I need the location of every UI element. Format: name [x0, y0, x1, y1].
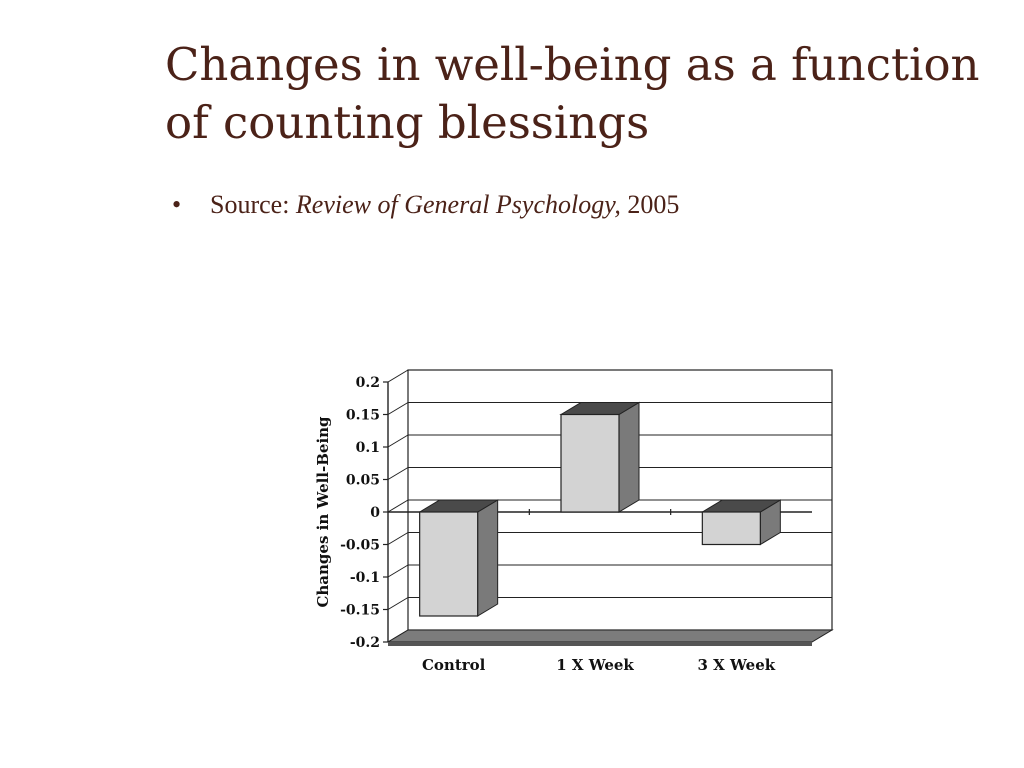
source-year: 2005 — [620, 190, 680, 219]
y-tick-label: -0.15 — [340, 603, 380, 619]
gridline-side — [387, 499, 409, 513]
gridline-side — [387, 532, 409, 545]
bar — [419, 511, 479, 617]
bar-chart: 0.2 0.15 0.1 0.05 0 -0.05 -0.1 -0.15 -0.2 Control… — [314, 369, 834, 674]
y-tick-label: 0.05 — [346, 473, 380, 489]
y-tick-label: -0.05 — [340, 538, 380, 554]
gridline-side — [387, 597, 409, 610]
y-tick-label: 0.2 — [356, 375, 380, 391]
source-journal: Review of General Psychology, — [295, 190, 621, 219]
slide-title: Changes in well-being as a function of c… — [165, 38, 980, 149]
y-tick-label: 0.15 — [346, 408, 380, 424]
gridline-side — [387, 434, 409, 448]
y-tick-label: -0.1 — [350, 570, 380, 586]
y-tick-label: 0.1 — [356, 440, 380, 456]
gridline-side — [387, 402, 409, 415]
gridline-side — [387, 467, 409, 480]
bar-side — [477, 499, 499, 617]
y-tick-label: 0 — [370, 505, 380, 521]
x-tick-label: Control — [422, 656, 486, 674]
bar — [701, 511, 761, 546]
gridline-side — [387, 564, 409, 578]
source-prefix: Source: — [210, 190, 296, 219]
source-bullet: • Source: Review of General Psychology, 2… — [172, 190, 679, 220]
gridline-side — [387, 369, 409, 383]
plot-floor — [386, 629, 834, 643]
y-axis-label: Changes in Well-Being — [314, 416, 332, 608]
bullet-dot-icon: • — [172, 190, 182, 219]
bar-side — [618, 401, 640, 513]
y-tick-label: -0.2 — [350, 635, 380, 651]
x-tick-label: 1 X Week — [556, 656, 634, 674]
x-tick-label: 3 X Week — [698, 656, 776, 674]
bar — [560, 413, 620, 513]
plot-floor-edge — [388, 642, 812, 646]
